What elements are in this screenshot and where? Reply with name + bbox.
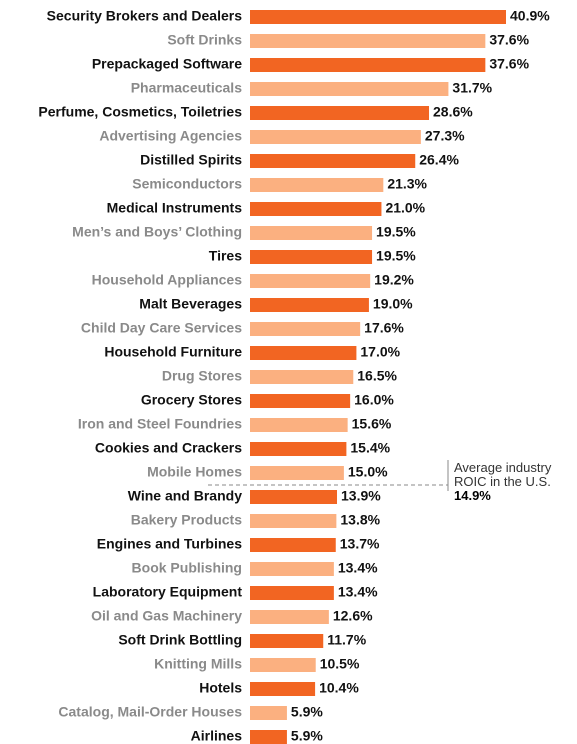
- bar: [250, 730, 287, 744]
- value-label: 16.5%: [357, 368, 397, 384]
- value-label: 19.0%: [373, 296, 413, 312]
- bar: [250, 634, 324, 648]
- bar: [250, 250, 373, 264]
- bar: [250, 418, 348, 432]
- value-label: 15.6%: [352, 416, 392, 432]
- value-label: 11.7%: [327, 632, 366, 648]
- category-label: Prepackaged Software: [92, 56, 242, 72]
- bar: [250, 562, 334, 576]
- value-label: 31.7%: [452, 80, 492, 96]
- bar: [250, 178, 384, 192]
- category-label: Iron and Steel Foundries: [78, 416, 242, 432]
- value-label: 12.6%: [333, 608, 373, 624]
- bar: [250, 274, 371, 288]
- category-label: Engines and Turbines: [97, 536, 242, 552]
- value-label: 13.8%: [340, 512, 380, 528]
- value-label: 10.5%: [320, 656, 360, 672]
- category-label: Hotels: [199, 680, 242, 696]
- bar: [250, 154, 416, 168]
- value-label: 28.6%: [433, 104, 473, 120]
- category-label: Drug Stores: [162, 368, 242, 384]
- category-label: Advertising Agencies: [99, 128, 242, 144]
- annotation: Average industry ROIC in the U.S. 14.9%: [454, 461, 576, 503]
- category-label: Household Furniture: [104, 344, 242, 360]
- category-label: Mobile Homes: [147, 464, 242, 480]
- value-label: 26.4%: [419, 152, 459, 168]
- bar: [250, 682, 316, 696]
- bar: [250, 34, 486, 48]
- value-label: 13.7%: [340, 536, 380, 552]
- bar: [250, 226, 373, 240]
- value-label: 10.4%: [319, 680, 359, 696]
- category-label: Oil and Gas Machinery: [91, 608, 242, 624]
- category-label: Medical Instruments: [107, 200, 243, 216]
- value-label: 15.4%: [350, 440, 390, 456]
- bar: [250, 658, 316, 672]
- category-label: Knitting Mills: [154, 656, 242, 672]
- value-label: 19.5%: [376, 224, 416, 240]
- value-label: 16.0%: [354, 392, 394, 408]
- bar: [250, 538, 336, 552]
- value-label: 21.3%: [387, 176, 427, 192]
- value-label: 5.9%: [291, 728, 323, 744]
- value-label: 17.6%: [364, 320, 404, 336]
- category-label: Soft Drink Bottling: [118, 632, 242, 648]
- bar: [250, 322, 361, 336]
- annotation-text: Average industry ROIC in the U.S.: [454, 461, 552, 489]
- value-label: 17.0%: [360, 344, 400, 360]
- category-label: Bakery Products: [131, 512, 242, 528]
- value-label: 19.5%: [376, 248, 416, 264]
- bar: [250, 58, 486, 72]
- category-label: Malt Beverages: [139, 296, 242, 312]
- bar: [250, 706, 287, 720]
- value-label: 5.9%: [291, 704, 323, 720]
- bar: [250, 130, 421, 144]
- category-label: Tires: [209, 248, 242, 264]
- value-label: 19.2%: [374, 272, 414, 288]
- bar: [250, 82, 449, 96]
- bar: [250, 586, 334, 600]
- category-label: Child Day Care Services: [81, 320, 242, 336]
- category-label: Semiconductors: [132, 176, 242, 192]
- value-label: 15.0%: [348, 464, 388, 480]
- value-label: 40.9%: [510, 8, 550, 24]
- bar: [250, 466, 344, 480]
- bar: [250, 370, 354, 384]
- bar: [250, 346, 357, 360]
- value-label: 13.9%: [341, 488, 381, 504]
- category-label: Book Publishing: [132, 560, 242, 576]
- category-label: Household Appliances: [92, 272, 243, 288]
- category-label: Laboratory Equipment: [93, 584, 243, 600]
- category-label: Pharmaceuticals: [131, 80, 242, 96]
- bar: [250, 298, 369, 312]
- bar: [250, 442, 347, 456]
- bar: [250, 610, 329, 624]
- category-label: Soft Drinks: [167, 32, 242, 48]
- value-label: 37.6%: [489, 56, 529, 72]
- category-label: Catalog, Mail-Order Houses: [58, 704, 242, 720]
- bar: [250, 394, 351, 408]
- bar: [250, 514, 337, 528]
- category-label: Cookies and Crackers: [95, 440, 242, 456]
- value-label: 13.4%: [338, 560, 378, 576]
- value-label: 37.6%: [489, 32, 529, 48]
- category-label: Airlines: [191, 728, 243, 744]
- bar: [250, 202, 382, 216]
- category-label: Perfume, Cosmetics, Toiletries: [38, 104, 242, 120]
- bar: [250, 106, 430, 120]
- bar: [250, 490, 338, 504]
- value-label: 13.4%: [338, 584, 378, 600]
- category-label: Wine and Brandy: [128, 488, 242, 504]
- bar: [250, 10, 506, 24]
- category-label: Grocery Stores: [141, 392, 242, 408]
- annotation-value: 14.9%: [454, 488, 491, 503]
- category-label: Men’s and Boys’ Clothing: [72, 224, 242, 240]
- category-label: Security Brokers and Dealers: [47, 8, 243, 24]
- category-label: Distilled Spirits: [140, 152, 242, 168]
- value-label: 21.0%: [385, 200, 425, 216]
- value-label: 27.3%: [425, 128, 465, 144]
